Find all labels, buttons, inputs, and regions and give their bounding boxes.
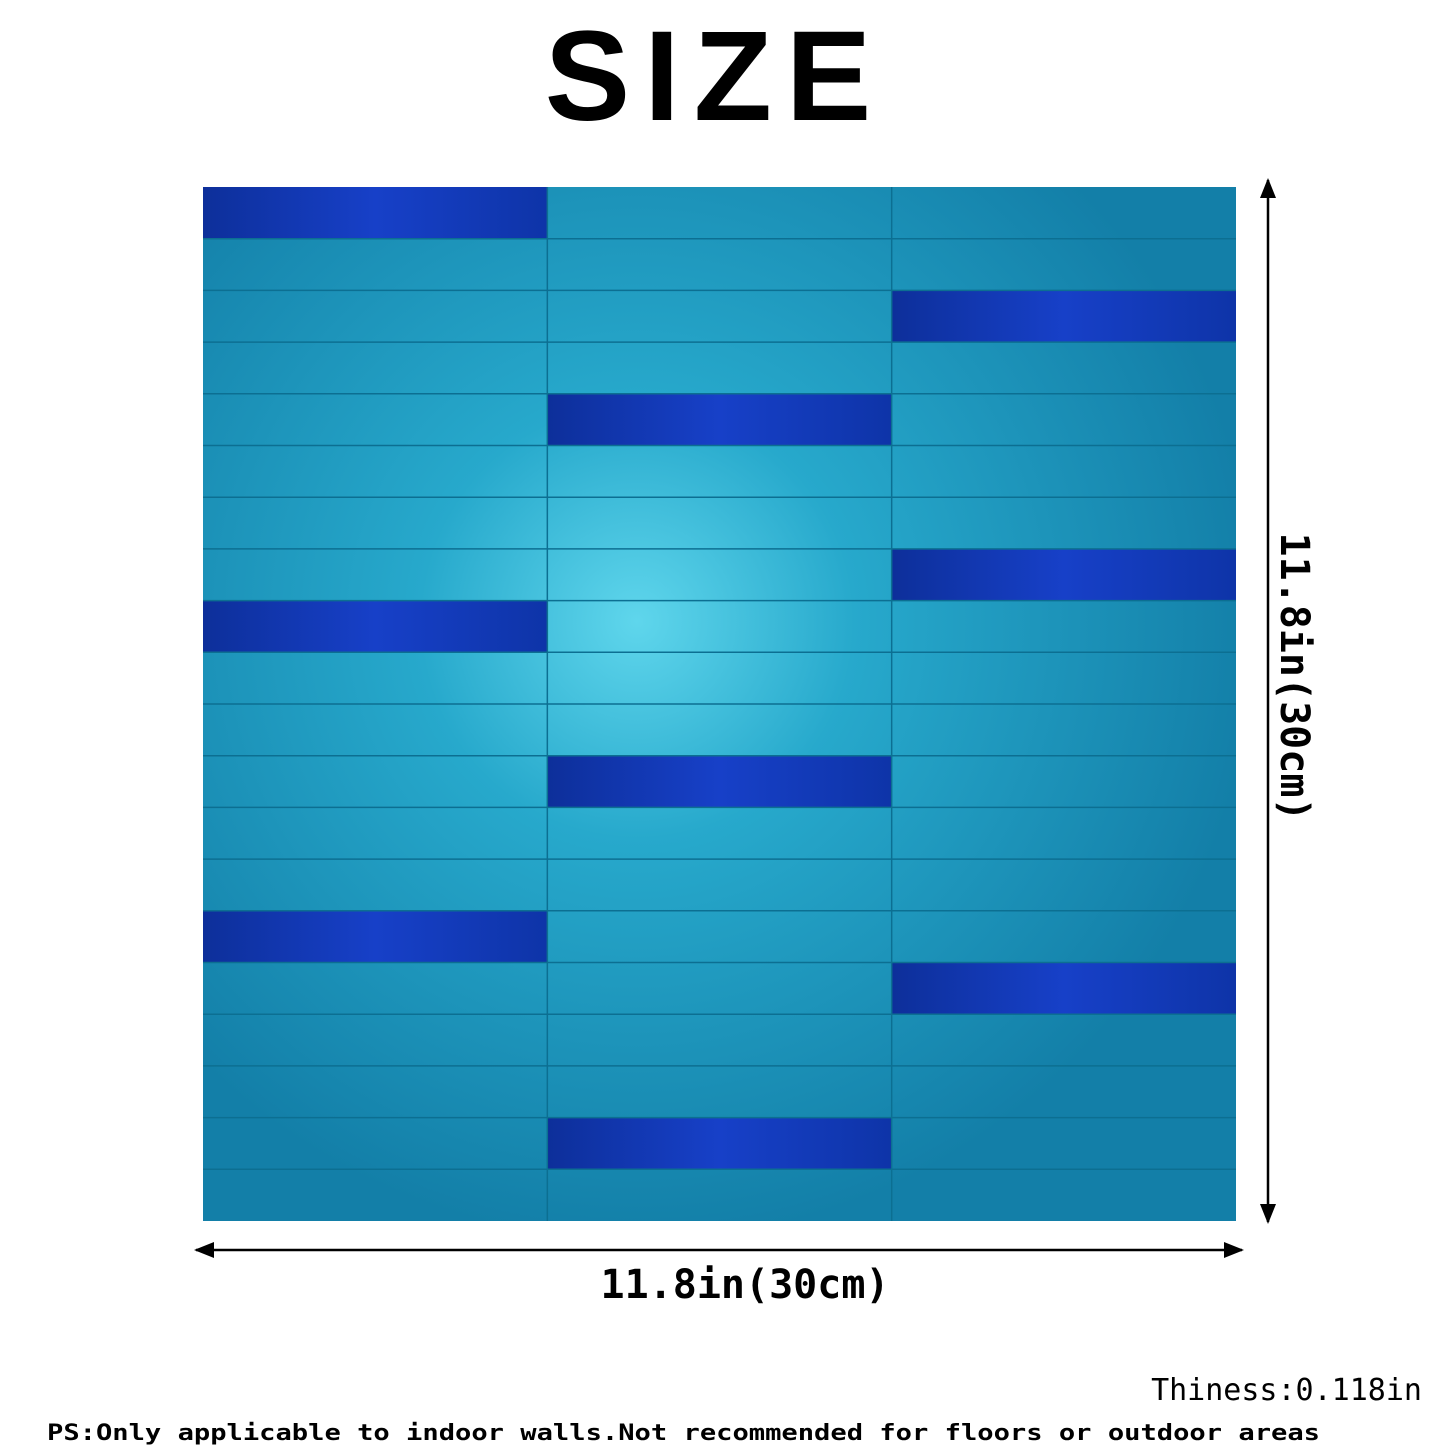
thickness-label: Thiness:0.118in: [1151, 1373, 1422, 1408]
dark-tile: [203, 600, 548, 653]
width-label: 11.8in(30cm): [601, 1262, 890, 1308]
dark-tile: [547, 393, 892, 446]
tile-panel: [203, 187, 1236, 1221]
dark-tile: [203, 187, 548, 239]
dark-tile: [547, 755, 892, 808]
title: SIZE: [545, 5, 886, 148]
dark-tile: [203, 910, 548, 963]
dark-tile: [547, 1117, 892, 1170]
dark-tile: [891, 548, 1236, 601]
footer-note: PS:Only applicable to indoor walls.Not r…: [47, 1421, 1320, 1445]
height-label: 11.8in(30cm): [1271, 533, 1317, 822]
dark-tile: [891, 962, 1236, 1015]
dark-tile: [891, 290, 1236, 343]
